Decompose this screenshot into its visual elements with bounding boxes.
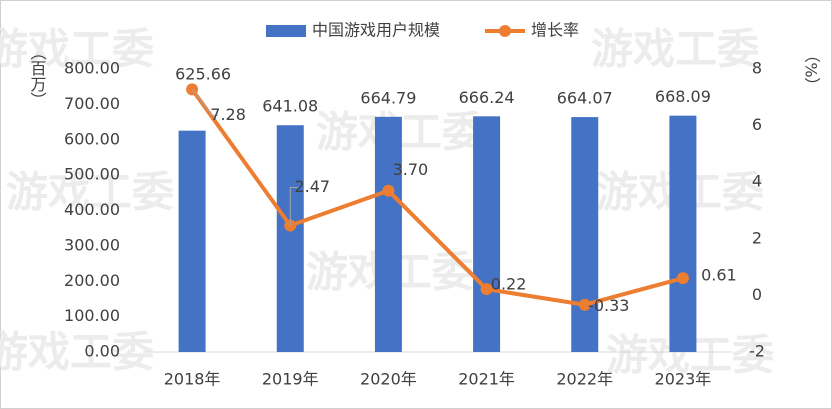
- x-tick-label: 2023年: [655, 370, 712, 389]
- watermark: 游戏工委: [6, 168, 174, 217]
- line-value-label: 2.47: [294, 177, 330, 196]
- bar: [374, 116, 402, 352]
- y-tick-label: 100.00: [64, 306, 120, 325]
- watermark: 游戏工委: [591, 25, 759, 74]
- y2-tick-label: -2: [749, 342, 765, 361]
- y-tick-label: 700.00: [64, 94, 120, 113]
- x-tick-label: 2018年: [164, 370, 221, 389]
- bar: [178, 130, 206, 352]
- line-point: [676, 272, 689, 285]
- legend-label: 增长率: [531, 21, 579, 40]
- growth-line: [190, 88, 684, 307]
- line-value-label: 0.22: [491, 275, 527, 294]
- x-tick-label: 2021年: [458, 370, 515, 389]
- watermark: 游戏工委: [0, 25, 154, 74]
- y2-tick-label: 2: [752, 228, 762, 247]
- bar-value-label: 664.07: [557, 89, 613, 108]
- x-tick-label: 2020年: [360, 370, 417, 389]
- y-tick-label: 600.00: [64, 129, 120, 148]
- y2-tick-label: 0: [752, 285, 762, 304]
- y2-tick-label: 8: [752, 59, 762, 78]
- legend-label: 中国游戏用户规模: [312, 21, 440, 40]
- y2-tick-label: 6: [752, 115, 762, 134]
- y-tick-label: 800.00: [64, 59, 120, 78]
- bar: [571, 117, 599, 352]
- y-tick-label: 0.00: [84, 342, 120, 361]
- y-axis-label: （百万）: [28, 44, 47, 108]
- y-tick-label: 300.00: [64, 235, 120, 254]
- bar-value-label: 664.79: [360, 88, 416, 107]
- bar-value-label: 668.09: [655, 87, 711, 106]
- bar: [276, 125, 304, 352]
- x-tick-label: 2022年: [556, 370, 613, 389]
- line-value-label: 3.70: [393, 160, 429, 179]
- line-point: [382, 184, 395, 197]
- leader-line: [191, 89, 219, 116]
- line-value-label: 7.28: [210, 105, 246, 124]
- y2-axis-label: （%）: [802, 46, 821, 93]
- line-value-label: -0.33: [588, 296, 629, 315]
- x-tick-label: 2019年: [262, 370, 319, 389]
- legend-swatch: [499, 25, 511, 37]
- y-tick-label: 400.00: [64, 200, 120, 219]
- watermark: 游戏工委: [0, 328, 154, 377]
- bar-value-label: 666.24: [459, 88, 515, 107]
- bar-value-label: 625.66: [175, 65, 231, 84]
- bar: [669, 115, 697, 352]
- bar-value-label: 641.08: [262, 97, 318, 116]
- line-point: [480, 283, 493, 296]
- line-point: [578, 298, 591, 311]
- y-tick-label: 500.00: [64, 165, 120, 184]
- y2-tick-label: 4: [752, 172, 762, 191]
- y-tick-label: 200.00: [64, 271, 120, 290]
- legend-swatch: [266, 25, 306, 37]
- bar: [473, 116, 501, 352]
- line-value-label: 0.61: [701, 266, 737, 285]
- leader-line: [289, 186, 299, 226]
